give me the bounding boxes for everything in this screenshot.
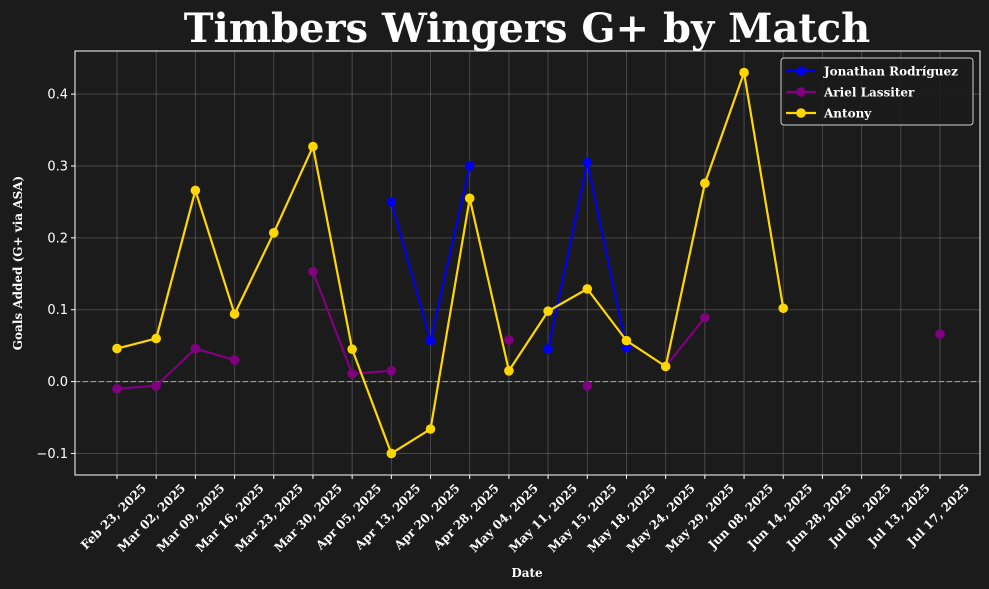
data-point (464, 161, 475, 171)
data-point (229, 355, 240, 365)
data-point (386, 448, 397, 459)
series-layer (112, 67, 945, 459)
y-tick-label: 0.1 (47, 303, 68, 318)
x-axis-label: Date (511, 566, 543, 580)
data-point (582, 157, 593, 168)
y-axis-label: Goals Added (G+ via ASA) (11, 176, 25, 350)
data-point (582, 381, 593, 391)
legend-marker (796, 108, 806, 118)
legend-label: Jonathan Rodríguez (823, 65, 958, 79)
x-tick-label: Mar 16, 2025 (193, 481, 267, 555)
x-tick-label: May 24, 2025 (624, 481, 698, 555)
data-point (464, 193, 475, 204)
y-tick-label: 0.3 (47, 159, 68, 174)
data-point (268, 228, 279, 238)
y-tick-label: 0.4 (47, 88, 68, 103)
data-point (151, 333, 161, 344)
data-point (621, 335, 632, 346)
series-1 (386, 157, 632, 355)
data-point (308, 141, 318, 152)
grid-lines (75, 51, 980, 475)
legend-label: Antony (823, 107, 872, 121)
data-point (386, 365, 397, 376)
legend-marker (796, 66, 806, 76)
series-line (664, 316, 706, 368)
data-point (582, 284, 593, 294)
data-point (229, 309, 240, 319)
series-line (116, 71, 785, 455)
x-tick-label: May 29, 2025 (663, 481, 737, 555)
legend-box (780, 57, 974, 126)
y-tick-label: 0.0 (47, 375, 68, 390)
data-point (425, 424, 436, 434)
data-point (660, 361, 671, 372)
x-tick-label: Mar 23, 2025 (232, 481, 306, 555)
x-tick-label: Mar 02, 2025 (115, 481, 189, 555)
data-point (778, 303, 789, 314)
y-tick-label: 0.2 (47, 231, 68, 246)
x-tick-label: Mar 30, 2025 (272, 481, 346, 555)
data-point (347, 344, 357, 355)
data-point (543, 344, 553, 355)
data-point (621, 343, 632, 353)
data-point (190, 343, 201, 354)
x-tick-label: May 15, 2025 (545, 481, 619, 555)
series-2 (112, 266, 945, 394)
data-point (700, 312, 710, 323)
data-point (425, 335, 436, 346)
data-point (112, 343, 122, 354)
chart-title: Timbers Wingers G+ by Match (184, 5, 871, 52)
data-point (700, 178, 710, 189)
data-point (151, 381, 161, 391)
x-tick-label: May 18, 2025 (585, 481, 659, 555)
data-point (112, 383, 122, 394)
y-tick-label: −0.1 (36, 447, 68, 462)
legend: Jonathan Rodríguez Ariel Lassiter Antony (780, 57, 974, 126)
data-point (543, 306, 553, 316)
legend-marker (796, 87, 806, 97)
plot-frame (74, 50, 981, 476)
data-point (504, 365, 514, 376)
data-point (190, 185, 201, 196)
data-point (935, 329, 945, 339)
x-tick-label: May 04, 2025 (467, 481, 541, 555)
series-line (116, 347, 235, 390)
y-axis-ticks: −0.1 0.0 0.1 0.2 0.3 0.4 (36, 88, 75, 462)
x-tick-label: Mar 09, 2025 (154, 481, 228, 555)
data-point (308, 266, 318, 277)
x-tick-label: May 11, 2025 (506, 481, 580, 555)
data-point (504, 335, 514, 345)
data-point (739, 67, 749, 78)
legend-label: Ariel Lassiter (823, 86, 915, 100)
data-point (347, 368, 357, 379)
data-point (386, 197, 397, 207)
x-tick-label: Feb 23, 2025 (78, 481, 149, 552)
series-3 (112, 67, 789, 459)
